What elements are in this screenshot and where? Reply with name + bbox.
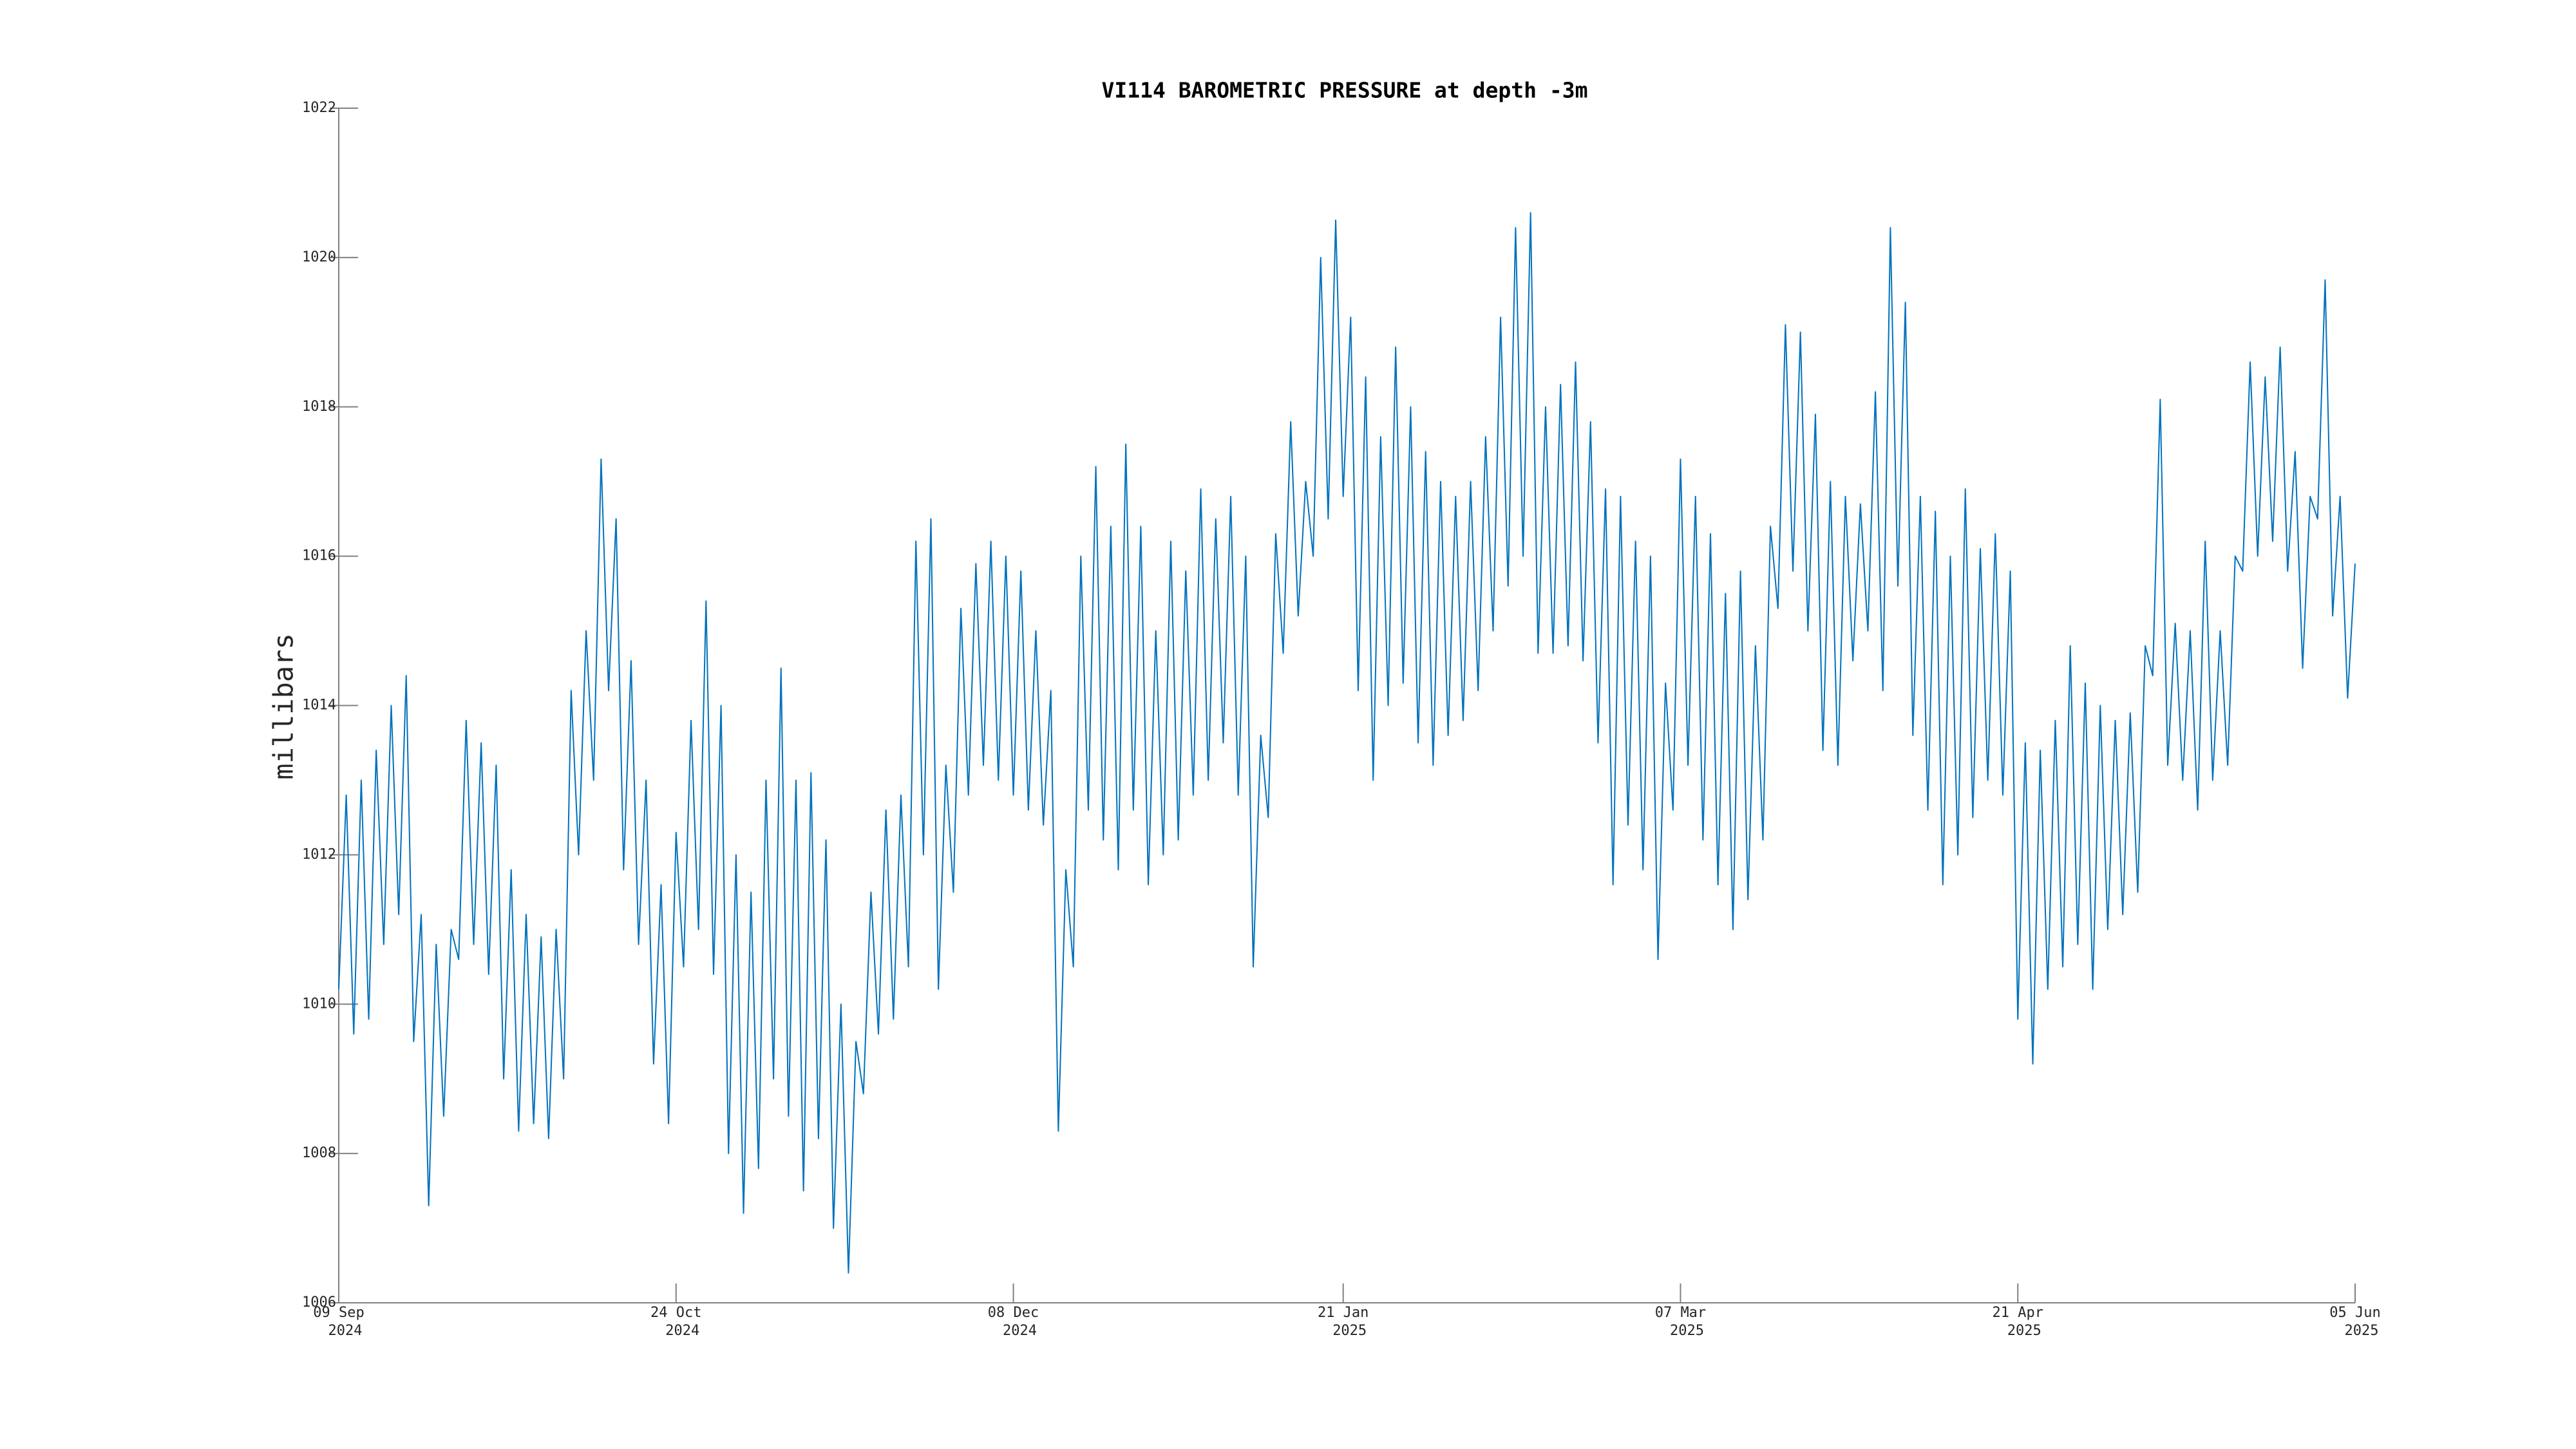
x-tick-label-line: 2025 [2345, 1323, 2379, 1339]
x-tick-label-line: 24 Oct [650, 1305, 701, 1321]
x-tick-label-line: 2024 [1003, 1323, 1037, 1339]
x-tick-label: 21 Jan 2025 [1318, 1305, 1368, 1339]
x-tick-label-line: 2024 [328, 1323, 363, 1339]
x-tick-label: 08 Dec 2024 [988, 1305, 1039, 1339]
y-tick-label: 1022 [302, 100, 336, 116]
y-tick-label: 1016 [302, 548, 336, 564]
x-tick-label: 09 Sep 2024 [313, 1305, 364, 1339]
x-tick-label: 07 Mar 2025 [1655, 1305, 1706, 1339]
x-tick-label-line: 08 Dec [988, 1305, 1039, 1321]
x-tick-label-line: 2025 [2007, 1323, 2041, 1339]
y-axis-label: millibars [268, 633, 299, 780]
x-tick-label: 05 Jun 2025 [2329, 1305, 2380, 1339]
x-tick-label-line: 07 Mar [1655, 1305, 1706, 1321]
x-tick-label-line: 09 Sep [313, 1305, 364, 1321]
y-tick-label: 1010 [302, 996, 336, 1012]
y-tick-label: 1006 [302, 1294, 336, 1311]
x-tick-label: 24 Oct 2024 [650, 1305, 701, 1339]
x-tick-label-line: 2025 [1670, 1323, 1704, 1339]
data-line [338, 212, 2356, 1274]
x-tick-label-line: 2024 [665, 1323, 699, 1339]
x-tick-label: 21 Apr 2025 [1992, 1305, 2043, 1339]
x-tick-label-line: 21 Apr [1992, 1305, 2043, 1321]
y-tick-label: 1018 [302, 399, 336, 415]
y-tick-label: 1020 [302, 249, 336, 265]
y-tick-label: 1012 [302, 846, 336, 862]
x-tick-label-line: 2025 [1332, 1323, 1367, 1339]
x-tick-label-line: 21 Jan [1318, 1305, 1368, 1321]
y-tick-label: 1014 [302, 697, 336, 714]
chart-title: VI114 BAROMETRIC PRESSURE at depth -3m [1102, 78, 1588, 103]
y-tick-label: 1008 [302, 1145, 336, 1161]
x-tick-label-line: 05 Jun [2329, 1305, 2380, 1321]
